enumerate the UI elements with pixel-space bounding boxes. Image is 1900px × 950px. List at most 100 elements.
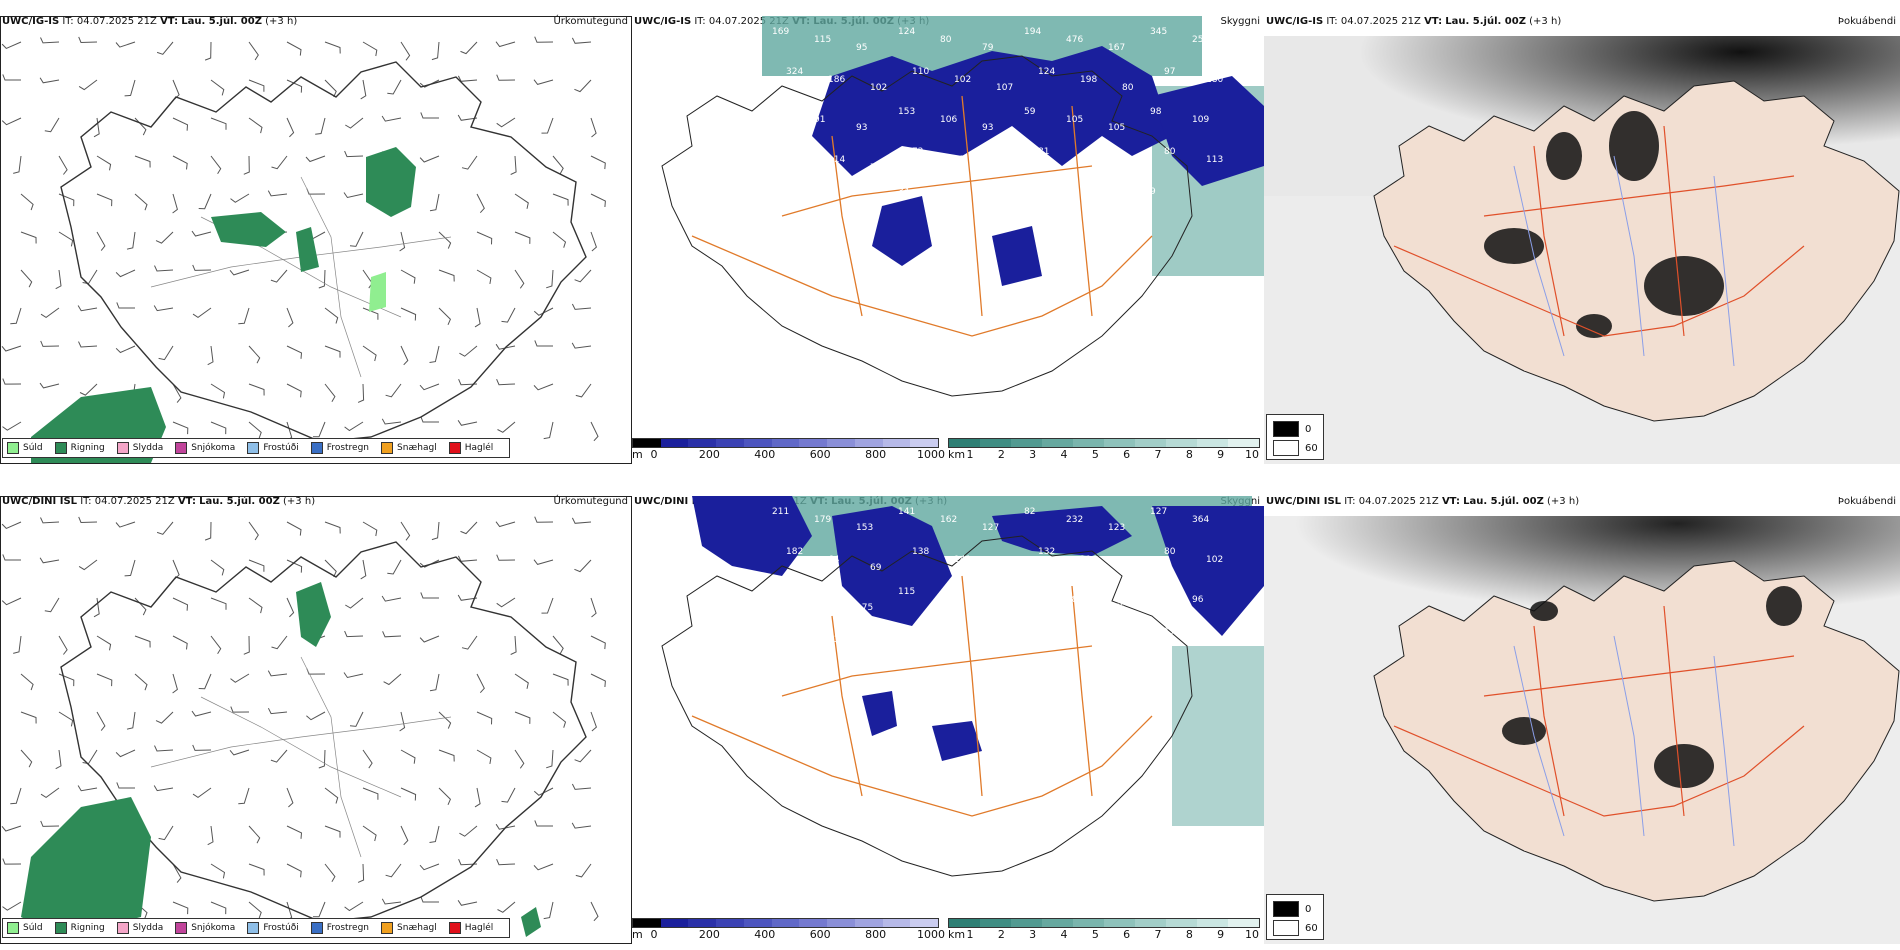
precip-map [0, 496, 632, 944]
visibility-colorbar-strip [948, 918, 1260, 928]
ceiling-label: 105 [1066, 115, 1083, 125]
wind-barb [324, 307, 339, 324]
wind-barb [115, 749, 136, 758]
wind-barb [400, 787, 417, 801]
legend-swatch [381, 442, 394, 454]
wind-barb [172, 863, 182, 883]
wind-barb [305, 155, 326, 163]
wind-barb [248, 825, 261, 844]
wind-barb [343, 672, 364, 679]
wind-barb [192, 264, 212, 271]
wind-barb [243, 635, 250, 655]
wind-barb [78, 79, 98, 91]
wind-barb [552, 673, 569, 686]
colorbar-cell [1197, 439, 1228, 447]
wind-barb [495, 823, 516, 830]
wind-barb [210, 559, 225, 576]
colorbar-cell [1104, 439, 1135, 447]
rain-area [296, 227, 319, 272]
wind-barb [286, 787, 294, 808]
wind-barb [474, 787, 481, 808]
visibility-colorbar-ticks: 1 2 3 4 5 6 7 8 9 10 [948, 928, 1264, 941]
wind-barb [360, 559, 367, 580]
ceiling-label: 253 [1192, 35, 1209, 45]
wind-barb [399, 231, 406, 252]
lead-time: (+3 h) [265, 16, 298, 27]
wind-barb [115, 269, 136, 278]
wind-barb [496, 117, 516, 128]
ceiling-label: 162 [940, 515, 957, 525]
wind-barb [571, 517, 592, 524]
colorbar-cell [743, 439, 772, 447]
wind-barb [204, 521, 212, 541]
wind-barb [459, 345, 478, 357]
visibility-colorbar-ticks: 1 2 3 4 5 6 7 8 9 10 [948, 448, 1264, 461]
ceiling-label: 102 [1206, 555, 1223, 565]
legend-swatch [448, 442, 461, 454]
wind-barb [1, 345, 22, 352]
wind-barb [248, 383, 265, 396]
fog-map [1264, 516, 1900, 944]
wind-barb [357, 383, 365, 403]
legend-item: Súld [7, 442, 43, 454]
fog-map-svg [1264, 36, 1900, 464]
colorbar-cell [688, 919, 717, 927]
wind-barb [590, 155, 606, 170]
ceiling-label: 198 [1080, 75, 1097, 85]
wind-barb [552, 193, 569, 206]
ceiling-label: 13 [828, 635, 839, 645]
fog-map [1264, 36, 1900, 464]
legend-swatch [54, 442, 67, 454]
ceiling-label: 109 [1192, 115, 1209, 125]
ceiling-label: 105 [1108, 123, 1125, 133]
wind-barb [172, 421, 189, 435]
colorbar-cell [771, 919, 800, 927]
ceiling-label: 225 [772, 587, 789, 597]
wind-barb [210, 79, 225, 96]
model-name: UWC/IG-IS [1266, 16, 1324, 27]
ceiling-label: 89 [786, 627, 798, 637]
wind-barb [93, 117, 100, 138]
wind-barb [78, 559, 98, 571]
wind-barb [400, 269, 416, 284]
wind-barb [192, 744, 212, 751]
legend-swatch [116, 442, 129, 454]
wind-barb [134, 635, 151, 648]
legend-item: Snæhagl [381, 922, 437, 934]
wind-barb [198, 673, 212, 690]
wind-barb [40, 820, 60, 827]
wind-barb [429, 825, 440, 843]
legend-label: Rigning [70, 443, 105, 453]
colorbar-cell [949, 919, 980, 927]
ceiling-label: 324 [786, 67, 803, 77]
row-1-fog-panel: UWC/IG-IS IT: 04.07.2025 21Z VT: Lau. 5.… [1264, 12, 1900, 464]
vt-label: VT: [1441, 496, 1460, 507]
wind-barb [419, 79, 440, 88]
ceiling-label: 10 [1108, 203, 1120, 213]
wind-barb [459, 825, 478, 837]
ceiling-map: 169 115 95 124 80 79 194 476 167 345 253 324 186 102 1… [632, 16, 1264, 432]
colorbar-cell [716, 919, 744, 927]
legend-label: Súld [23, 443, 43, 453]
legend-item: Haglél [448, 442, 493, 454]
wind-barb [315, 117, 326, 135]
wind-barb [510, 155, 517, 175]
ceiling-label: 107 [996, 83, 1013, 93]
colorbar-cell [1073, 919, 1104, 927]
lead-time: (+3 h) [283, 496, 316, 507]
fog-legend-black: 0 [1273, 901, 1311, 917]
row-1-precip-panel: UWC/IG-IS IT: 04.07.2025 21Z VT: Lau. 5.… [0, 12, 632, 464]
colorbar-cell [688, 439, 717, 447]
wind-barb [476, 673, 485, 694]
wind-barb [155, 231, 174, 244]
wind-barb [400, 521, 411, 541]
wind-barb [501, 787, 516, 803]
wind-barb [497, 901, 516, 913]
wind-barb [286, 521, 302, 536]
wind-barb [40, 340, 60, 347]
legend-item: Rigning [54, 442, 105, 454]
wind-barb [286, 345, 303, 359]
colorbar-cell [771, 439, 800, 447]
model-name: UWC/IG-IS [2, 16, 60, 27]
it-label: IT: [1344, 496, 1356, 507]
